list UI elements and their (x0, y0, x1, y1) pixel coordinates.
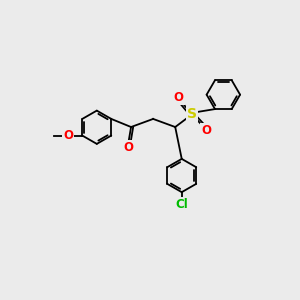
Text: O: O (63, 129, 73, 142)
Text: O: O (174, 91, 184, 104)
Text: S: S (187, 107, 197, 121)
Text: O: O (123, 141, 133, 154)
Text: Cl: Cl (176, 198, 188, 212)
Text: O: O (201, 124, 211, 137)
